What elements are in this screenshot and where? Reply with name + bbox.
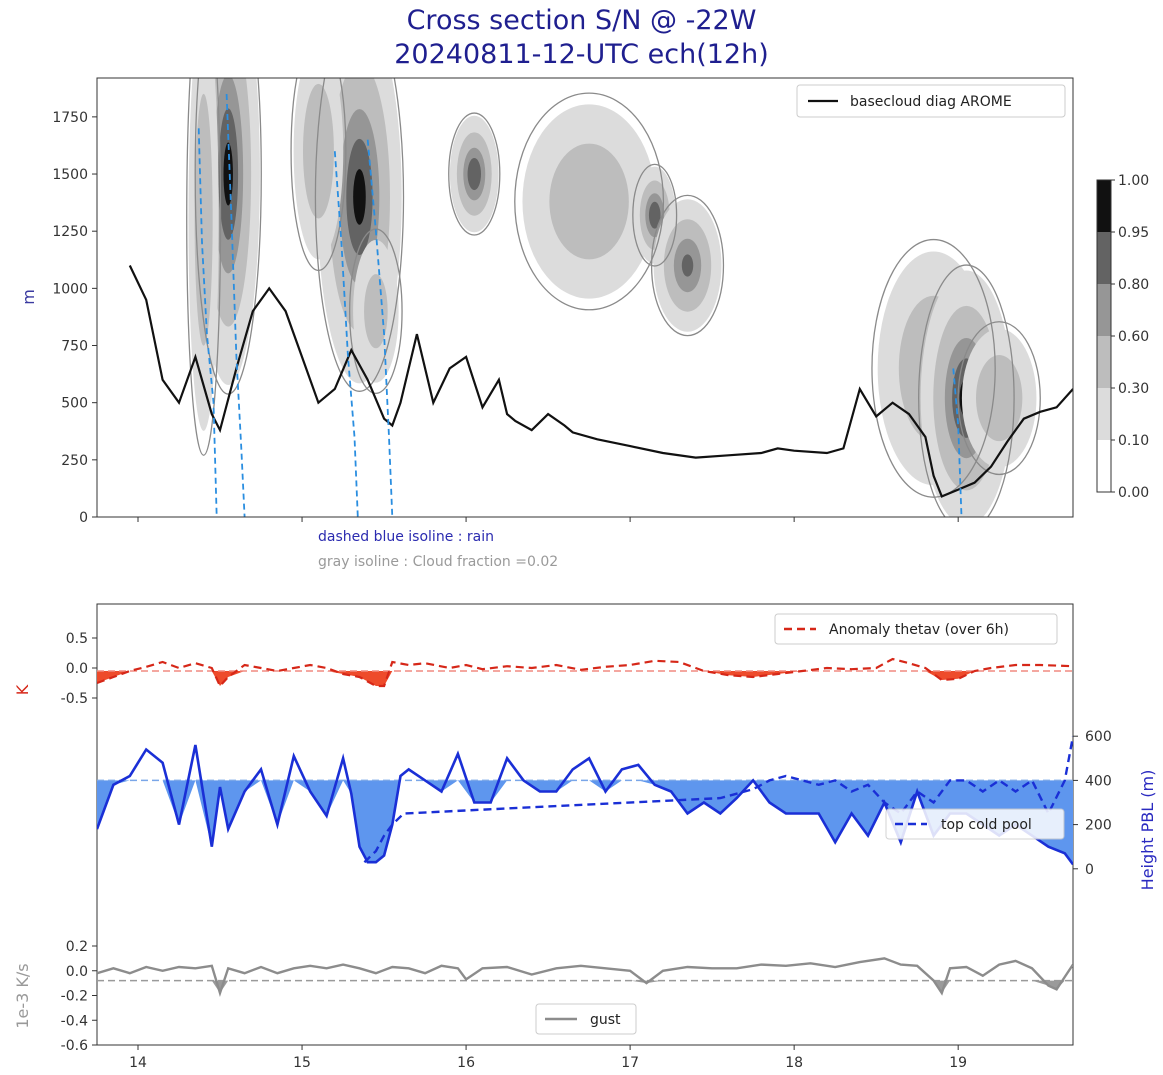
gust-line xyxy=(97,957,1073,997)
colorbar-tick-label: 0.95 xyxy=(1118,225,1149,241)
colorbar-band xyxy=(1097,232,1111,284)
colorbar-tick-label: 0.10 xyxy=(1118,433,1149,449)
thetav-legend-label: Anomaly thetav (over 6h) xyxy=(829,622,1009,638)
top-y-tick-label: 1000 xyxy=(52,281,88,297)
cloud-fraction-field xyxy=(128,78,1073,517)
colorbar-tick-label: 1.00 xyxy=(1118,173,1149,189)
top-y-tick-label: 500 xyxy=(61,396,88,412)
rain-annotation: dashed blue isoline : rain xyxy=(318,529,494,545)
thetav-y-tick-label: -0.5 xyxy=(61,691,88,707)
cloud-isoline xyxy=(349,228,403,395)
bottom-x-tick-label: 19 xyxy=(949,1055,967,1071)
cloud-contour xyxy=(194,93,213,346)
chart-title-line2: 20240811-12-UTC ech(12h) xyxy=(394,39,769,70)
top-y-tick-label: 1750 xyxy=(52,110,88,126)
gust-y-tick-label: 0.0 xyxy=(66,964,88,980)
cloud-contour xyxy=(223,142,233,206)
top-y-tick-label: 1250 xyxy=(52,224,88,240)
thetav-anomaly-line xyxy=(97,657,1073,688)
gust-legend-box xyxy=(535,1003,637,1035)
colorbar-tick-label: 0.00 xyxy=(1118,485,1149,501)
rain-isoline xyxy=(366,139,394,517)
top-y-tick-label: 0 xyxy=(79,510,88,526)
top-plot-frame xyxy=(96,77,1074,518)
bottom-series xyxy=(97,657,1073,997)
top-legend-box xyxy=(796,84,1066,118)
colorbar-band xyxy=(1097,180,1111,232)
cold-pool-line xyxy=(363,735,1073,864)
colorbar-tick-label: 0.30 xyxy=(1118,381,1149,397)
thetav-y-tick-label: 0.0 xyxy=(66,661,88,677)
colorbar-band xyxy=(1097,284,1111,336)
gust-y-tick-label: -0.2 xyxy=(61,989,88,1005)
top-y-axis-label: m xyxy=(19,289,38,305)
cloud-isoline xyxy=(290,78,347,272)
cloud-contour xyxy=(648,201,661,229)
cloud-contour xyxy=(353,169,366,225)
thetav-y-axis-label: K xyxy=(13,684,32,695)
pbl-y-axis-label: Height PBL (m) xyxy=(1138,770,1157,891)
cloud-contour xyxy=(976,355,1023,442)
cloud-fraction-annotation: gray isoline : Cloud fraction =0.02 xyxy=(318,554,558,570)
pbl-deficit-fill xyxy=(97,780,1073,865)
top-y-tick-label: 250 xyxy=(61,453,88,469)
colorbar-band xyxy=(1097,336,1111,388)
cloud-isoline xyxy=(186,78,222,456)
bottom-x-tick-label: 15 xyxy=(293,1055,311,1071)
bottom-x-tick-label: 16 xyxy=(457,1055,475,1071)
cloud-isoline xyxy=(314,78,405,392)
gust-legend-label: gust xyxy=(590,1012,621,1028)
top-y-tick-label: 750 xyxy=(61,339,88,355)
gust-y-axis-label: 1e-3 K/s xyxy=(13,963,32,1028)
chart-title-line1: Cross section S/N @ -22W xyxy=(406,5,757,36)
cold-pool-legend-box xyxy=(885,808,1065,840)
cloud-isoline xyxy=(194,78,262,395)
cloud-contour xyxy=(364,274,388,349)
cloud-isoline xyxy=(632,163,678,267)
basecloud-legend-label: basecloud diag AROME xyxy=(850,94,1012,110)
colorbar-tick-label: 0.60 xyxy=(1118,329,1149,345)
cold-pool-legend-label: top cold pool xyxy=(941,817,1032,833)
cloud-contour xyxy=(681,254,694,277)
cloud-contour xyxy=(549,143,629,260)
gust-y-tick-label: -0.6 xyxy=(61,1038,88,1054)
cloud-isoline xyxy=(957,321,1041,476)
cloud-isoline xyxy=(514,92,665,311)
top-y-tick-label: 1500 xyxy=(52,167,88,183)
cloud-isoline xyxy=(871,238,996,498)
colorbar-band xyxy=(1097,440,1111,492)
rain-isoline xyxy=(197,128,218,517)
thetav-y-tick-label: 0.5 xyxy=(66,631,88,647)
gust-y-tick-label: -0.4 xyxy=(61,1013,88,1029)
gust-y-tick-label: 0.2 xyxy=(66,939,88,955)
pbl-y-tick-label: 200 xyxy=(1085,818,1112,834)
cloud-isoline xyxy=(918,264,1015,517)
cloud-contour xyxy=(467,157,482,191)
thetav-legend-box xyxy=(774,613,1058,645)
colorbar-tick-label: 0.80 xyxy=(1118,277,1149,293)
basecloud-line xyxy=(128,265,1073,498)
pbl-y-tick-label: 400 xyxy=(1085,773,1112,789)
rain-isoline xyxy=(333,151,359,517)
bottom-x-tick-label: 18 xyxy=(785,1055,803,1071)
cloud-isoline xyxy=(650,194,725,337)
pbl-y-tick-label: 600 xyxy=(1085,729,1112,745)
pbl-y-tick-label: 0 xyxy=(1085,862,1094,878)
rain-isoline xyxy=(225,93,246,517)
colorbar-band xyxy=(1097,388,1111,440)
cloud-contour xyxy=(302,83,334,219)
bottom-x-tick-label: 14 xyxy=(129,1055,147,1071)
bottom-x-tick-label: 17 xyxy=(621,1055,639,1071)
cloud-isoline xyxy=(448,112,501,236)
